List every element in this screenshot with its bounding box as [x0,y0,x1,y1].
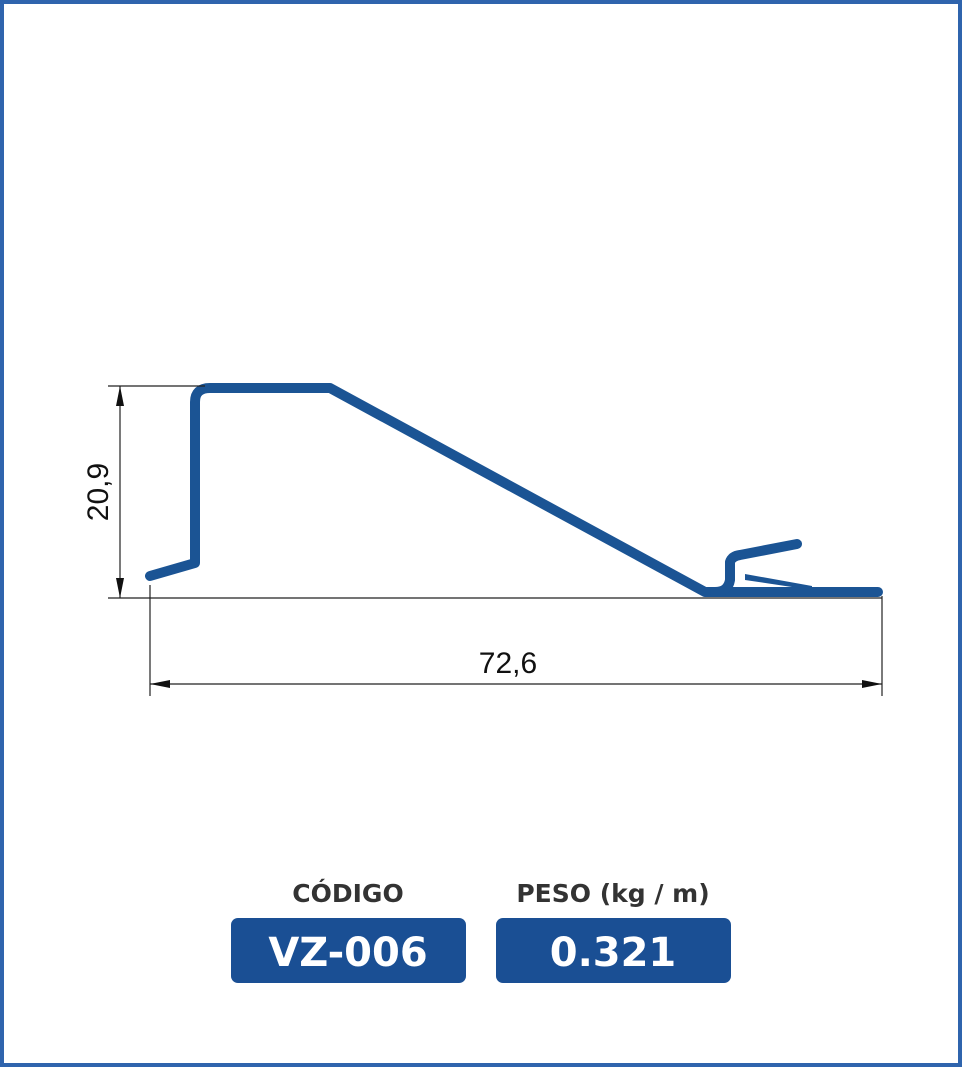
code-value: VZ-006 [268,930,427,976]
profile-lip [745,574,812,590]
weight-label: PESO (kg / m) [516,879,709,908]
weight-box [496,918,731,983]
weight-value: 0.321 [550,930,677,976]
width-dimension: 72,6 [479,647,537,680]
height-dimension: 20,9 [82,463,115,521]
code-label: CÓDIGO [292,878,403,908]
dimension-lines [108,385,883,696]
code-box [231,918,466,983]
profile [145,383,883,597]
